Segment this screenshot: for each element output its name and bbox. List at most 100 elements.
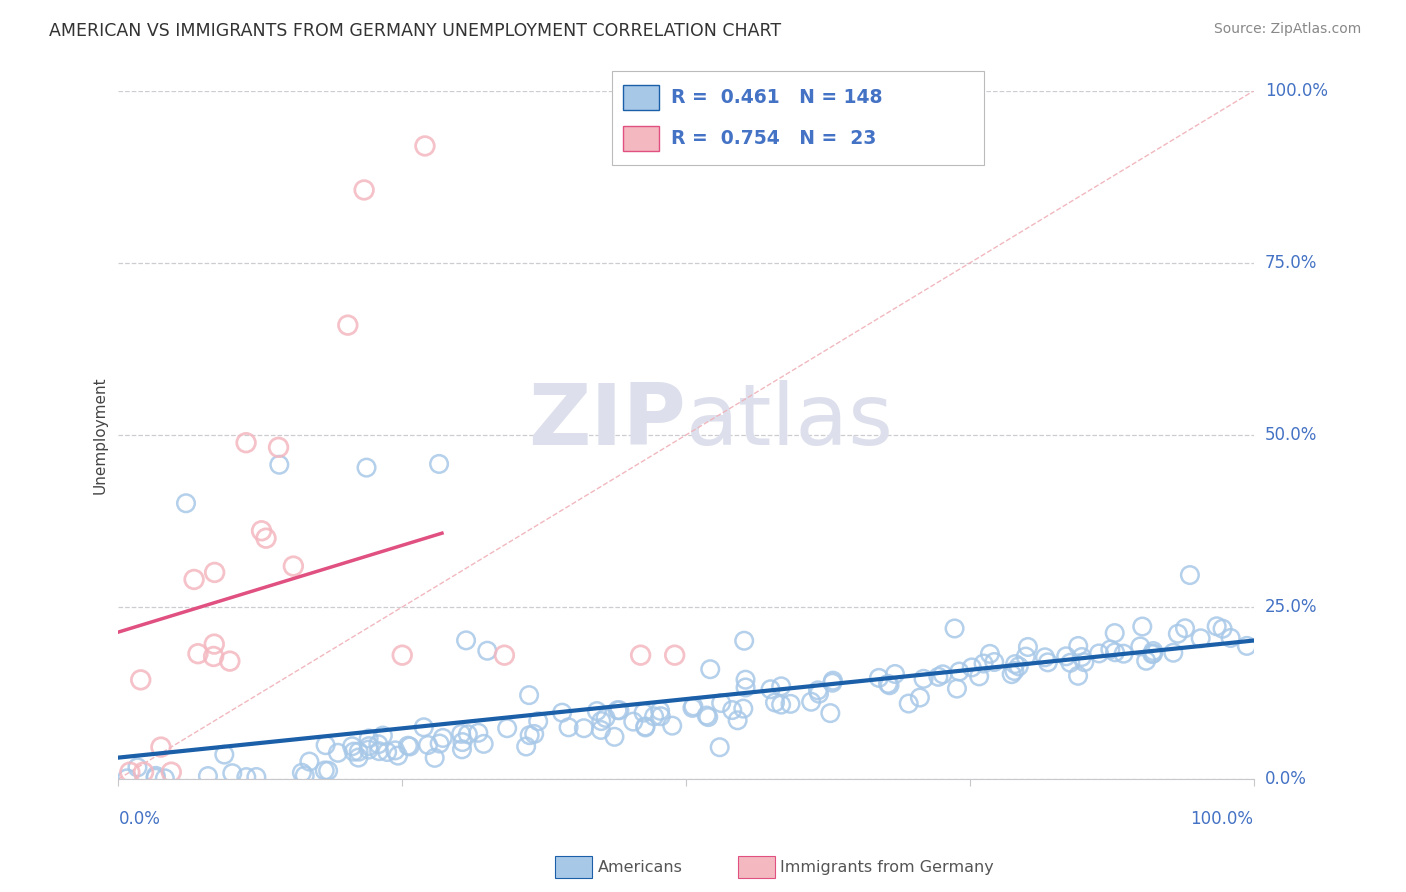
Text: 100.0%: 100.0% bbox=[1265, 82, 1327, 100]
Point bbox=[908, 690, 931, 705]
Point bbox=[412, 720, 434, 734]
Point bbox=[371, 729, 394, 743]
Point bbox=[1036, 656, 1059, 670]
Point bbox=[129, 673, 152, 687]
Point bbox=[734, 673, 756, 687]
Point bbox=[699, 662, 721, 676]
Point bbox=[1142, 647, 1164, 661]
Point bbox=[132, 765, 155, 780]
Point bbox=[494, 648, 516, 662]
Point bbox=[1205, 619, 1227, 633]
Point bbox=[696, 708, 718, 723]
Point bbox=[204, 566, 226, 580]
Point bbox=[396, 739, 419, 753]
Point bbox=[709, 740, 731, 755]
Point bbox=[267, 440, 290, 454]
Point bbox=[603, 730, 626, 744]
Point bbox=[347, 750, 370, 764]
Point bbox=[451, 742, 474, 756]
Y-axis label: Unemployment: Unemployment bbox=[93, 376, 107, 494]
Point bbox=[357, 742, 380, 756]
Point bbox=[336, 318, 359, 333]
Point bbox=[1142, 644, 1164, 658]
Point bbox=[1001, 667, 1024, 681]
Text: 50.0%: 50.0% bbox=[1265, 426, 1317, 444]
Point bbox=[650, 709, 672, 723]
Point bbox=[586, 704, 609, 718]
Point bbox=[1178, 568, 1201, 582]
Point bbox=[1008, 659, 1031, 673]
Point bbox=[454, 633, 477, 648]
Point bbox=[727, 714, 749, 728]
Point bbox=[648, 704, 671, 718]
Point bbox=[1140, 647, 1163, 661]
Point bbox=[1189, 632, 1212, 646]
Point bbox=[697, 710, 720, 724]
Point bbox=[294, 768, 316, 782]
Point bbox=[948, 665, 970, 679]
Point bbox=[250, 524, 273, 538]
Point bbox=[634, 719, 657, 733]
Point bbox=[145, 769, 167, 783]
Point bbox=[1059, 656, 1081, 670]
Text: Source: ZipAtlas.com: Source: ZipAtlas.com bbox=[1213, 22, 1361, 37]
Point bbox=[973, 657, 995, 671]
Point bbox=[315, 738, 337, 752]
Text: AMERICAN VS IMMIGRANTS FROM GERMANY UNEMPLOYMENT CORRELATION CHART: AMERICAN VS IMMIGRANTS FROM GERMANY UNEM… bbox=[49, 22, 782, 40]
Point bbox=[682, 699, 704, 714]
Text: ZIP: ZIP bbox=[529, 380, 686, 463]
Point bbox=[721, 703, 744, 717]
Point bbox=[202, 649, 225, 664]
Point bbox=[368, 744, 391, 758]
Text: 25.0%: 25.0% bbox=[1265, 598, 1317, 616]
Text: R =  0.461   N = 148: R = 0.461 N = 148 bbox=[671, 87, 882, 107]
Point bbox=[1104, 626, 1126, 640]
Point bbox=[347, 745, 370, 759]
Point bbox=[218, 654, 240, 668]
Point bbox=[820, 706, 842, 720]
Point bbox=[1174, 621, 1197, 635]
Point bbox=[127, 760, 149, 774]
Text: atlas: atlas bbox=[686, 380, 894, 463]
Point bbox=[298, 755, 321, 769]
Point bbox=[197, 769, 219, 783]
Point bbox=[779, 697, 801, 711]
Point bbox=[291, 765, 314, 780]
Text: R =  0.754   N =  23: R = 0.754 N = 23 bbox=[671, 128, 876, 148]
Point bbox=[661, 719, 683, 733]
Point bbox=[1073, 655, 1095, 669]
Point bbox=[630, 648, 652, 662]
Point bbox=[800, 695, 823, 709]
Point bbox=[527, 714, 550, 729]
Point bbox=[932, 667, 955, 681]
Point bbox=[1033, 650, 1056, 665]
Point bbox=[551, 706, 574, 720]
Point bbox=[710, 696, 733, 710]
Point bbox=[387, 748, 409, 763]
Point bbox=[1167, 626, 1189, 640]
Point bbox=[664, 648, 686, 662]
Point bbox=[821, 673, 844, 688]
Point bbox=[496, 721, 519, 735]
Point bbox=[821, 675, 844, 690]
Point bbox=[1104, 645, 1126, 659]
Point bbox=[427, 457, 450, 471]
Point bbox=[115, 772, 138, 786]
Point bbox=[235, 435, 257, 450]
Point bbox=[145, 771, 167, 785]
Point bbox=[398, 739, 420, 754]
Text: Americans: Americans bbox=[598, 860, 682, 874]
Point bbox=[808, 687, 831, 701]
Point bbox=[160, 765, 183, 780]
Point bbox=[221, 766, 243, 780]
Point bbox=[375, 745, 398, 759]
Point bbox=[643, 709, 665, 723]
Point bbox=[416, 738, 439, 752]
Point bbox=[912, 672, 935, 686]
Point bbox=[979, 647, 1001, 661]
Point bbox=[1067, 639, 1090, 653]
Point bbox=[557, 720, 579, 734]
Point bbox=[1070, 650, 1092, 665]
Point bbox=[1219, 631, 1241, 645]
Point bbox=[770, 698, 793, 712]
